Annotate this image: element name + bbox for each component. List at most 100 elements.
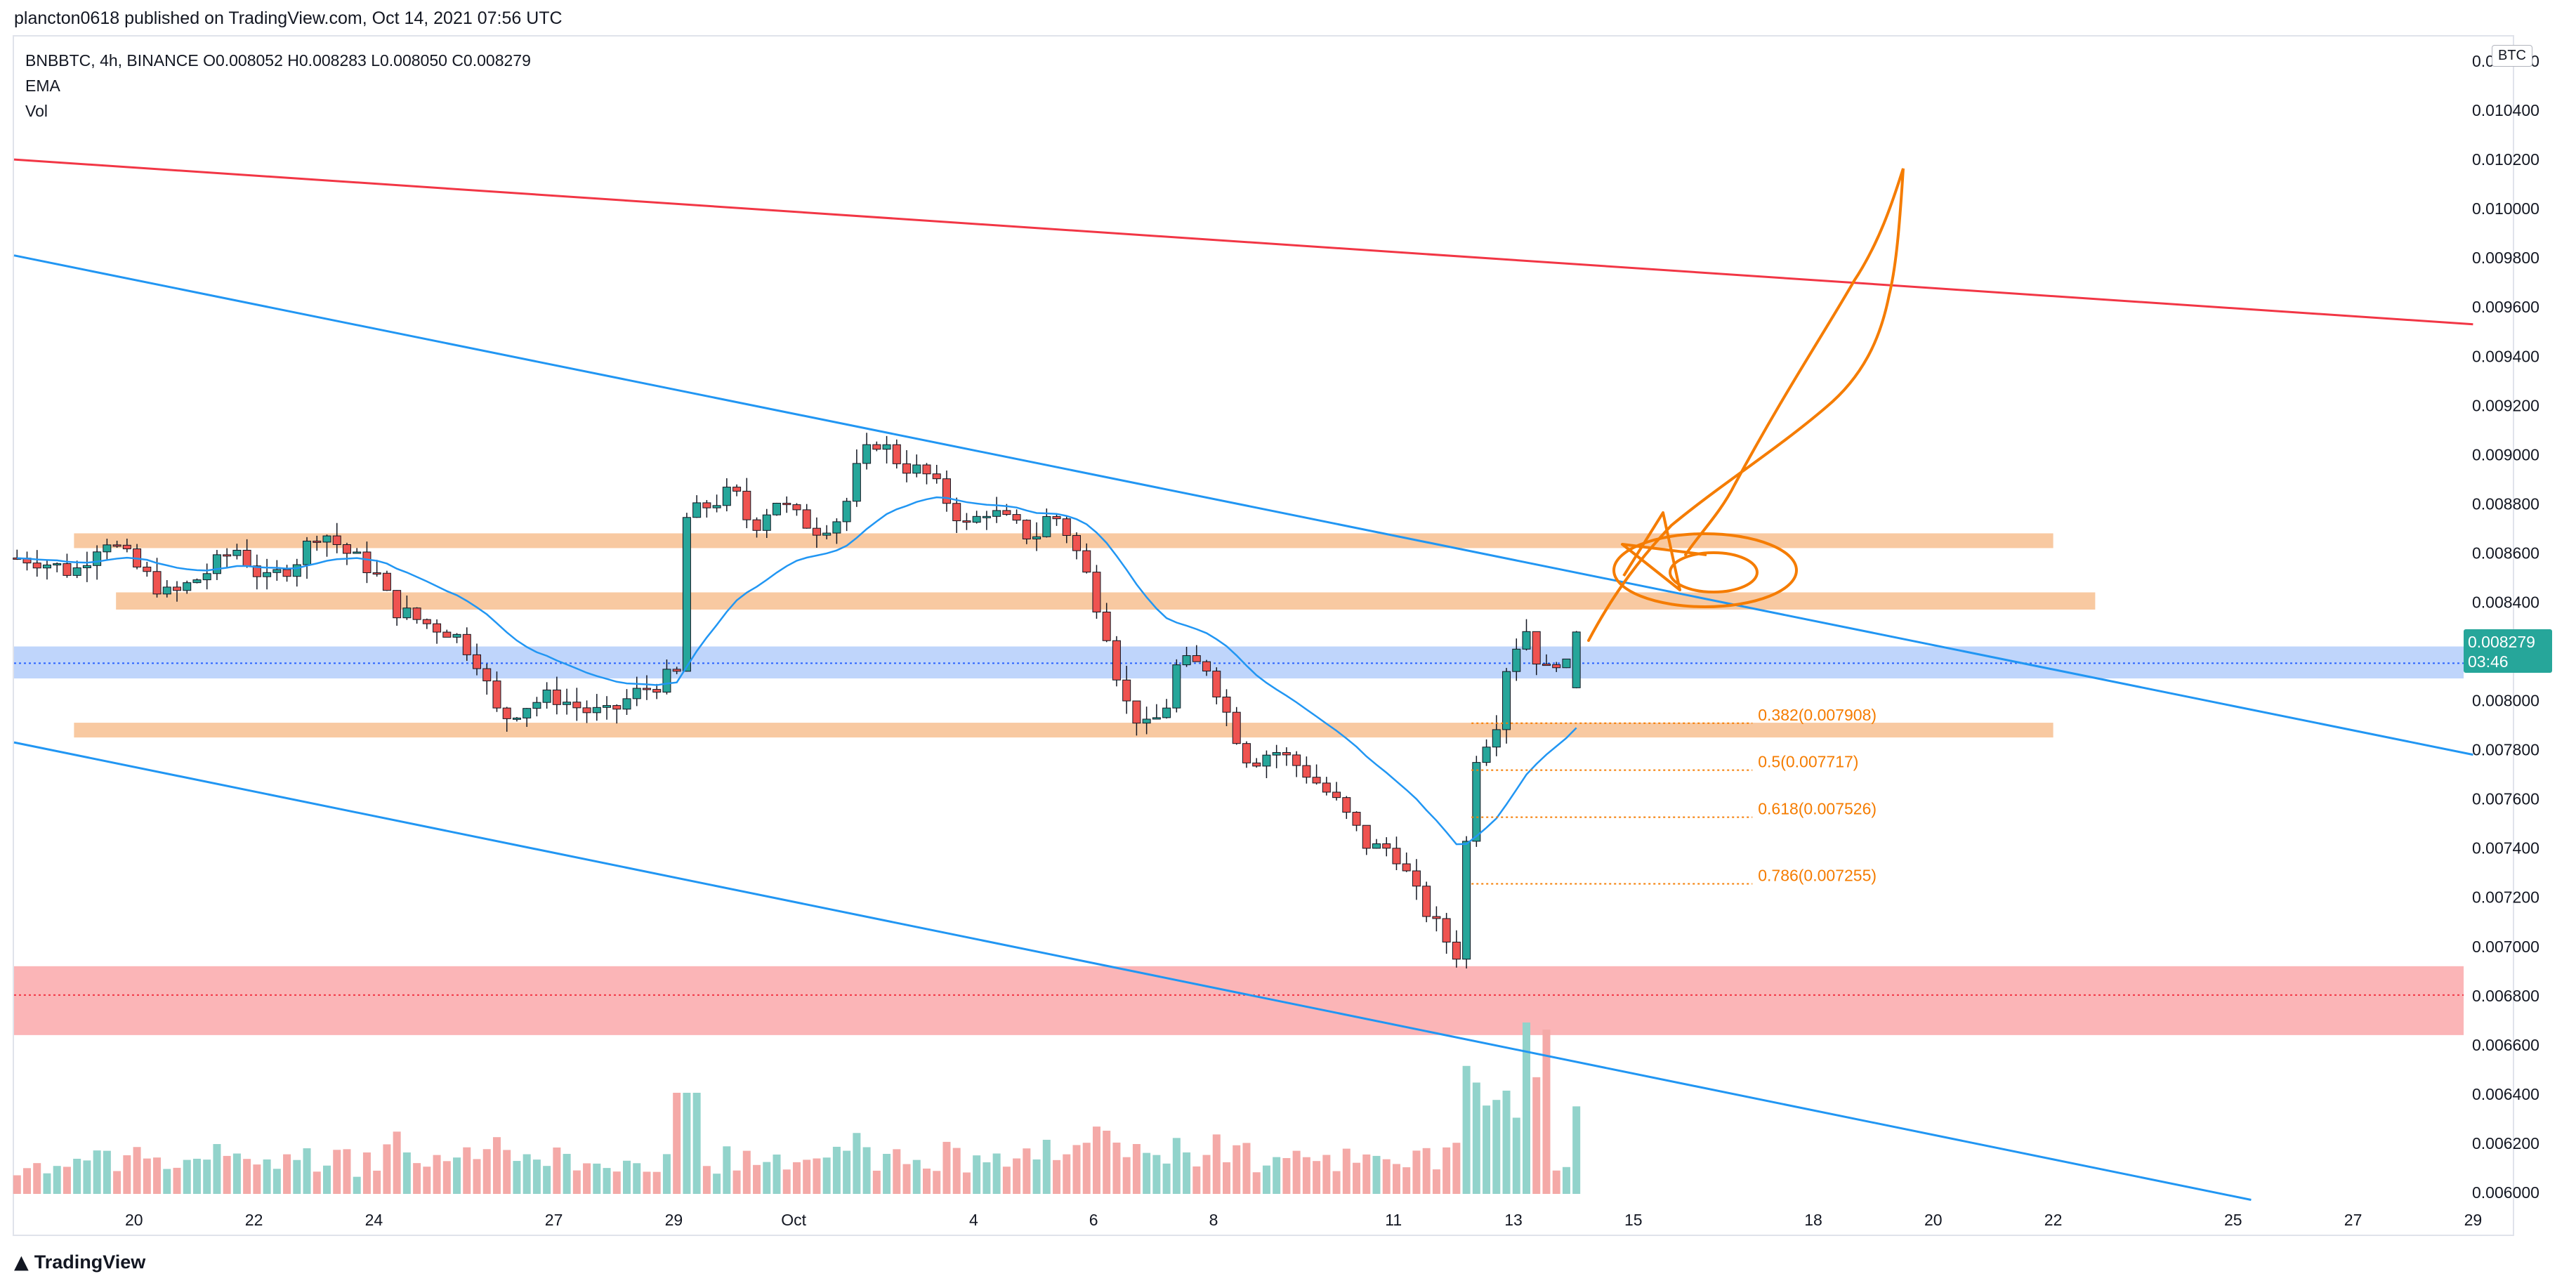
candle[interactable] [582,707,591,714]
candle[interactable] [1482,747,1491,763]
candle[interactable] [962,520,971,523]
candle[interactable] [1022,520,1031,539]
candle[interactable] [143,566,152,572]
candle[interactable] [242,549,251,567]
candle[interactable] [682,517,691,672]
candle[interactable] [263,572,272,577]
candle[interactable] [702,502,711,508]
candle[interactable] [1132,700,1141,724]
candle[interactable] [492,681,501,709]
candle[interactable] [1202,661,1211,672]
candle[interactable] [1012,514,1021,521]
candle[interactable] [1492,729,1501,748]
candle[interactable] [1272,752,1281,756]
candle[interactable] [922,464,931,475]
candle[interactable] [662,669,671,693]
candle[interactable] [112,544,121,547]
candle[interactable] [1182,655,1191,666]
candle[interactable] [272,569,282,573]
candle[interactable] [1262,754,1271,767]
candle[interactable] [1452,941,1461,960]
candle[interactable] [1142,718,1151,724]
candle[interactable] [1312,777,1321,784]
candle[interactable] [1152,717,1161,720]
candle[interactable] [952,503,961,522]
candle[interactable] [1062,518,1071,536]
candle[interactable] [852,463,861,502]
ema-legend-item[interactable]: EMA [25,77,60,95]
candle[interactable] [372,572,381,575]
candle[interactable] [1282,752,1291,756]
candle[interactable] [1112,640,1121,681]
candle[interactable] [42,564,51,569]
candle[interactable] [1522,631,1531,650]
candle[interactable] [252,565,261,577]
candle[interactable] [82,565,91,569]
candle[interactable] [223,554,232,557]
candle[interactable] [603,705,612,708]
candle[interactable] [1172,664,1181,709]
candle[interactable] [782,503,791,506]
candle[interactable] [862,444,872,464]
candle[interactable] [1052,515,1061,520]
candle[interactable] [452,633,461,638]
candle[interactable] [152,571,162,595]
candle[interactable] [32,563,41,569]
candle[interactable] [592,707,601,714]
candle[interactable] [362,551,372,574]
candle[interactable] [752,519,761,531]
candle[interactable] [612,705,622,710]
candle[interactable] [1082,550,1091,573]
candle[interactable] [722,487,731,506]
candle[interactable] [802,509,811,529]
candle[interactable] [93,551,102,566]
candle[interactable] [103,544,112,553]
candle[interactable] [282,569,291,577]
candle[interactable] [1192,655,1201,662]
candle[interactable] [1002,510,1011,515]
candle[interactable] [672,669,681,672]
candle[interactable] [72,567,81,576]
candle[interactable] [212,554,221,574]
red-trendline[interactable] [13,158,2473,326]
candle[interactable] [502,707,511,719]
candle[interactable] [1072,534,1082,551]
candle[interactable] [552,689,561,705]
candle[interactable] [322,535,331,543]
candle[interactable] [842,501,851,523]
candle[interactable] [563,702,572,705]
candle[interactable] [332,535,341,545]
candle[interactable] [1392,848,1401,865]
candle[interactable] [512,717,521,720]
candle[interactable] [1162,707,1171,718]
candle[interactable] [1362,824,1371,849]
candle[interactable] [1552,664,1561,669]
volume-legend-item[interactable]: Vol [25,102,48,120]
candle[interactable] [1432,916,1441,919]
candle[interactable] [902,463,912,474]
candle[interactable] [313,540,322,543]
candle[interactable] [1342,797,1351,813]
candle[interactable] [1092,572,1101,612]
candle[interactable] [1032,536,1041,539]
candle[interactable] [982,515,991,518]
candle[interactable] [342,544,351,554]
candle[interactable] [1572,631,1581,688]
candle[interactable] [622,698,631,710]
candle[interactable] [882,444,891,450]
candle[interactable] [173,586,182,591]
candle[interactable] [1512,648,1521,672]
candle[interactable] [1442,918,1451,942]
currency-badge[interactable]: BTC [2492,45,2532,67]
candle[interactable] [63,563,72,576]
candle[interactable] [822,532,832,536]
candle[interactable] [832,521,841,534]
candle[interactable] [1422,886,1431,917]
candle[interactable] [462,633,471,655]
candle[interactable] [433,623,442,633]
candle[interactable] [1042,515,1051,537]
candle[interactable] [523,708,532,718]
candle[interactable] [1562,658,1571,669]
candle[interactable] [1372,843,1381,849]
candle[interactable] [572,702,581,709]
